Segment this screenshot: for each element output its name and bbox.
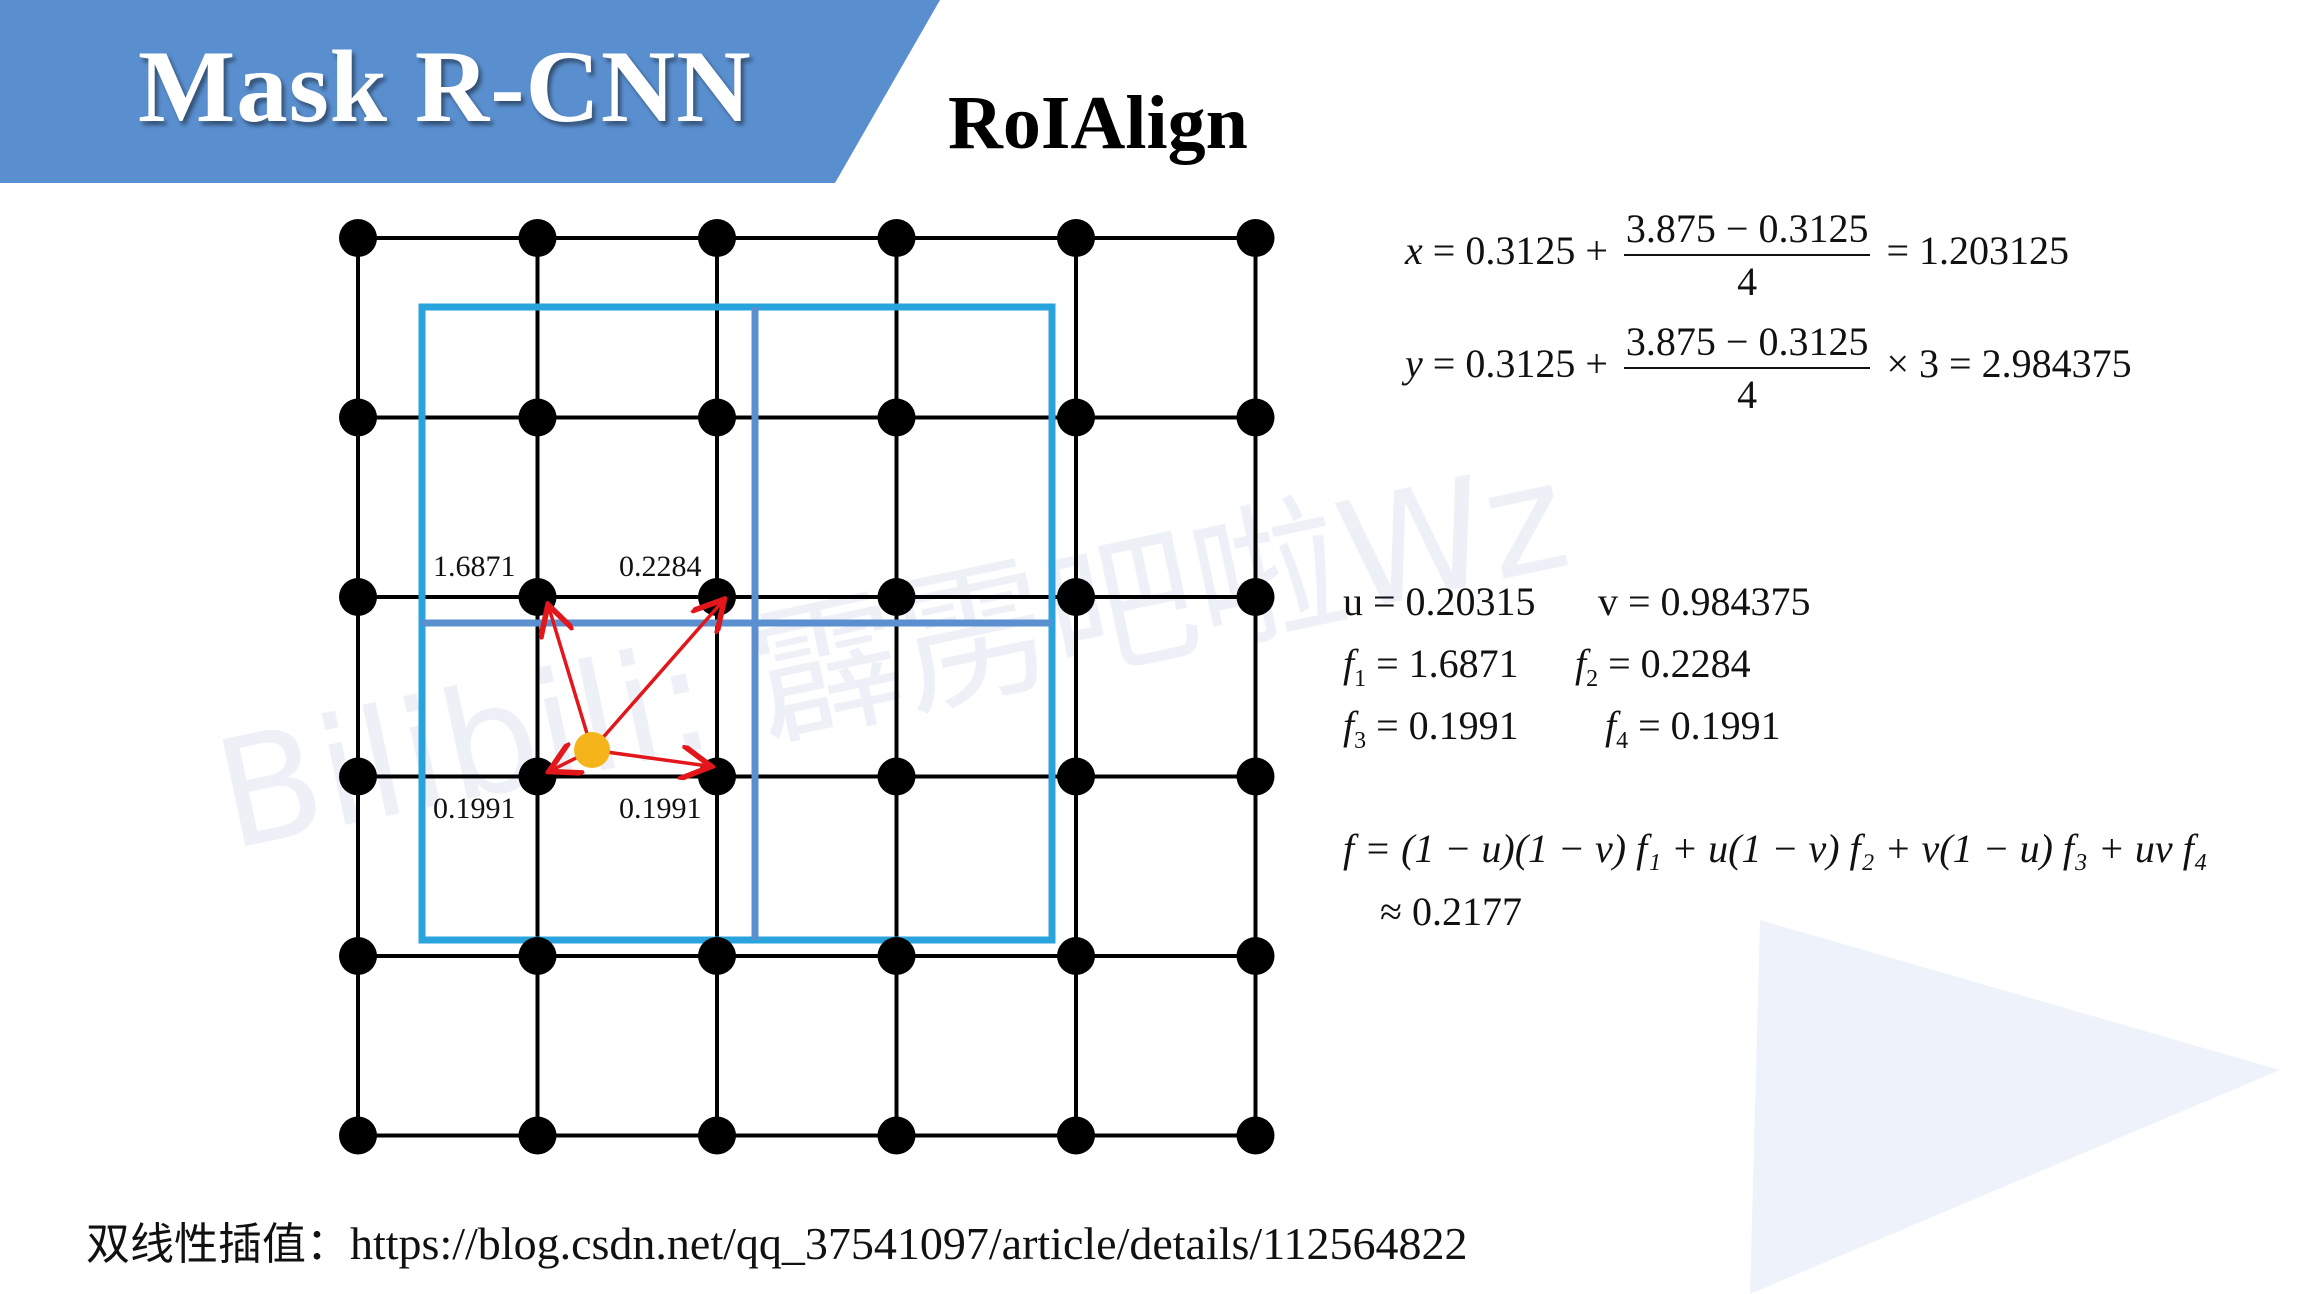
value-bottom-right: 0.1991 <box>619 792 702 825</box>
equation-result: ≈ 0.2177 <box>1380 889 1522 934</box>
grid-point <box>339 757 377 796</box>
equation-bilinear: f = (1 − u)(1 − v) f₁ + u(1 − v) f₂ + v(… <box>1343 826 2208 871</box>
footer-reference: 双线性插值：https://blog.csdn.net/qq_37541097/… <box>86 1208 1468 1272</box>
value-top-left: 1.6871 <box>433 550 516 583</box>
slide-title: Mask R-CNN <box>138 30 752 144</box>
grid-point <box>339 398 377 437</box>
equation-f3: f3 = 0.1991 <box>1343 703 1519 754</box>
grid-point <box>698 398 736 437</box>
arrow-to-top-left <box>549 608 594 751</box>
interpolation-arrows <box>549 602 722 770</box>
equation-y: y = 0.3125 + 3.875 − 0.3125 4 × 3 = 2.984… <box>1405 319 2132 417</box>
grid-point <box>877 1116 916 1155</box>
arrow-to-top-right <box>590 602 722 752</box>
grid-point <box>877 937 916 975</box>
grid-point <box>1236 398 1275 437</box>
sample-point <box>574 732 610 768</box>
grid-point <box>518 1116 557 1155</box>
arrow-to-bottom-right <box>591 750 708 766</box>
grid-point <box>698 1116 736 1155</box>
equation-v: v = 0.984375 <box>1598 579 1811 624</box>
value-bottom-left: 0.1991 <box>433 792 516 825</box>
grid-point <box>1236 219 1275 257</box>
footer-link[interactable]: https://blog.csdn.net/qq_37541097/articl… <box>350 1218 1468 1269</box>
grid-point <box>1057 219 1095 257</box>
grid-point <box>698 219 736 257</box>
grid-point <box>518 757 557 796</box>
grid-point <box>1236 578 1275 616</box>
grid-point <box>877 398 916 437</box>
title-banner <box>0 0 940 183</box>
footer-label: 双线性插值： <box>86 1219 350 1270</box>
grid-point <box>1236 937 1275 975</box>
equation-f2: f2 = 0.2284 <box>1575 641 1751 692</box>
slide-subtitle: RoIAlign <box>948 81 1248 165</box>
grid-point <box>518 219 557 257</box>
grid-point <box>877 578 916 616</box>
grid-point <box>1057 757 1095 796</box>
grid-point <box>698 757 736 796</box>
grid-point <box>1236 757 1275 796</box>
grid-point <box>339 219 377 257</box>
equation-f4: f4 = 0.1991 <box>1605 703 1781 754</box>
grid-point <box>518 398 557 437</box>
grid-point <box>339 1116 377 1155</box>
equation-x: x = 0.3125 + 3.875 − 0.3125 4 = 1.203125 <box>1405 206 2070 304</box>
decorative-triangle <box>1750 920 2280 1294</box>
feature-map-grid-lines <box>356 236 1258 1138</box>
equation-u: u = 0.20315 <box>1343 579 1536 624</box>
grid-point <box>1236 1116 1275 1155</box>
grid-point <box>877 219 916 257</box>
roi-box <box>418 303 1056 944</box>
roialign-grid-diagram <box>339 219 1275 1155</box>
grid-point <box>1057 1116 1095 1155</box>
grid-point <box>1057 937 1095 975</box>
equation-f1: f1 = 1.6871 <box>1343 641 1519 692</box>
value-top-right: 0.2284 <box>619 550 702 583</box>
grid-point <box>698 937 736 975</box>
grid-point <box>1057 578 1095 616</box>
feature-map-points <box>339 219 1275 1155</box>
grid-point <box>518 937 557 975</box>
grid-point <box>877 757 916 796</box>
grid-point <box>339 937 377 975</box>
grid-point <box>339 578 377 616</box>
grid-point <box>1057 398 1095 437</box>
